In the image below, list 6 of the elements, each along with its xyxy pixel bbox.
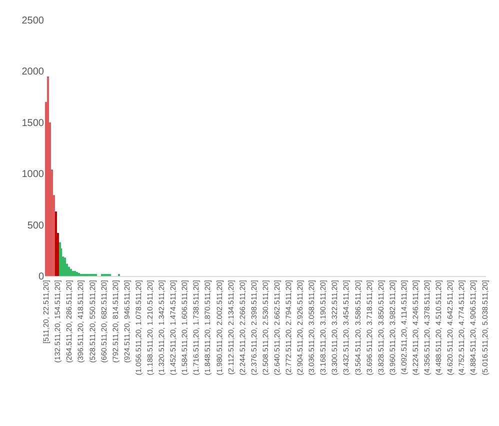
y-tick-label: 2000 — [22, 66, 44, 78]
y-tick-label: 1500 — [22, 118, 44, 129]
y-tick-label: 2500 — [22, 16, 44, 26]
y-tick-label: 1000 — [22, 169, 44, 180]
y-tick-label: 500 — [27, 220, 44, 232]
y-tick-label: 0 — [38, 272, 44, 282]
